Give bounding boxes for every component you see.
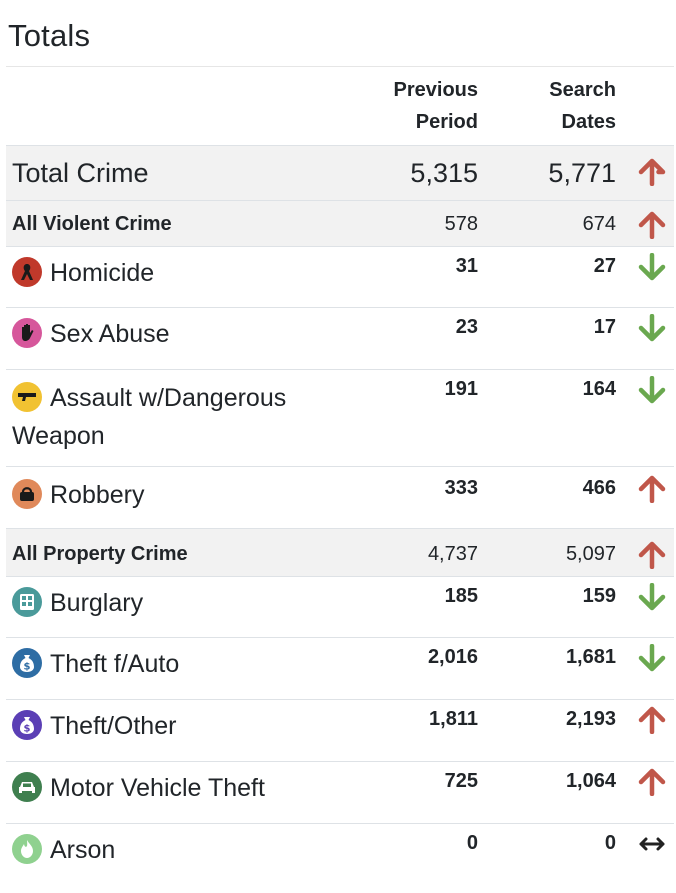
ribbon-icon [12, 257, 42, 288]
row-label: Theft f/Auto [50, 650, 180, 678]
flame-icon [12, 834, 42, 865]
search-dates-value: 17 [593, 316, 616, 338]
row-label-wrap: Arson [12, 834, 116, 866]
search-dates-value: 1,681 [565, 646, 616, 668]
row-label-wrap: Burglary [12, 587, 144, 619]
search-dates-value: 466 [582, 477, 616, 499]
previous-period-value: 333 [444, 477, 478, 499]
column-header-previous-line1: Previous [393, 79, 478, 101]
column-header-search-dates: Search Dates [549, 74, 616, 138]
table-row-all-property-crime: All Property Crime 4,737 5,097 [6, 528, 674, 577]
trend-down-arrow-icon [638, 314, 666, 342]
svg-text:$: $ [24, 662, 31, 673]
trend-same-arrow-icon [639, 837, 665, 851]
search-dates-value: 159 [582, 585, 616, 607]
row-label-wrap: Motor Vehicle Theft [12, 772, 265, 804]
trend-down-arrow-icon [638, 583, 666, 611]
gun-icon [12, 382, 42, 413]
car-icon [12, 772, 42, 803]
hand-stop-icon [12, 318, 42, 349]
trend-up-arrow-icon [638, 211, 666, 239]
trend-down-arrow-icon [638, 644, 666, 672]
search-dates-value: 2,193 [565, 708, 616, 730]
row-label-wrap: Sex Abuse [12, 318, 170, 350]
row-label: Total Crime [12, 158, 149, 188]
trend-up-arrow-icon [638, 706, 666, 734]
previous-period-value: 191 [444, 378, 478, 400]
table-row-assault-dangerous-weapon: Assault w/Dangerous Weapon 191 164 [6, 369, 674, 467]
search-dates-value: 164 [582, 378, 616, 400]
column-header-previous-period: Previous Period [394, 74, 478, 138]
table-row-motor-vehicle-theft: Motor Vehicle Theft 725 1,064 [6, 761, 674, 824]
handbag-icon [12, 479, 42, 510]
building-icon [12, 587, 42, 618]
search-dates-value: 0 [604, 832, 616, 854]
row-label: Arson [50, 836, 116, 864]
table-row-robbery: Robbery 333 466 [6, 466, 674, 529]
row-label: Motor Vehicle Theft [50, 774, 265, 802]
previous-period-value: 725 [444, 770, 478, 792]
row-label-wrap: Robbery [12, 479, 145, 511]
previous-period-value: 185 [444, 585, 478, 607]
previous-period-value: 578 [444, 213, 478, 235]
search-dates-value: 27 [593, 255, 616, 277]
trend-up-arrow-icon [638, 541, 666, 569]
trend-up-arrow-icon [638, 158, 666, 186]
trend-up-arrow-icon [638, 768, 666, 796]
previous-period-value: 23 [455, 316, 478, 338]
table-row-theft-other: $ Theft/Other 1,811 2,193 [6, 699, 674, 762]
column-header-search-line1: Search [549, 79, 616, 101]
row-label: Homicide [50, 259, 155, 287]
table-row-total-crime: Total Crime 5,315 5,771 [6, 145, 674, 200]
table-row-all-violent-crime: All Violent Crime 578 674 [6, 200, 674, 247]
previous-period-value: 1,811 [429, 708, 478, 730]
trend-down-arrow-icon [638, 253, 666, 281]
column-header-previous-line2: Period [415, 111, 478, 133]
previous-period-value: 5,315 [410, 158, 478, 188]
row-label-wrap: Homicide [12, 257, 155, 289]
row-label-wrap: $ Theft f/Auto [12, 648, 180, 680]
search-dates-value: 5,097 [565, 543, 616, 565]
previous-period-value: 0 [466, 832, 478, 854]
row-label: All Violent Crime [12, 213, 172, 235]
previous-period-value: 31 [455, 255, 478, 277]
row-label: Robbery [50, 481, 145, 509]
previous-period-value: 4,737 [427, 543, 478, 565]
title-divider [6, 66, 674, 67]
row-label: Theft/Other [50, 712, 177, 740]
row-label-line1: Assault w/Dangerous [50, 384, 287, 412]
money-bag-icon: $ [12, 648, 42, 679]
page-title: Totals [8, 18, 91, 53]
table-row-theft-from-auto: $ Theft f/Auto 2,016 1,681 [6, 637, 674, 700]
table-row-arson: Arson 0 0 [6, 823, 674, 893]
table-row-sex-abuse: Sex Abuse 23 17 [6, 307, 674, 370]
row-label-wrap: Assault w/Dangerous Weapon [12, 379, 286, 455]
table-row-burglary: Burglary 185 159 [6, 576, 674, 638]
trend-down-arrow-icon [638, 376, 666, 404]
table-row-homicide: Homicide 31 27 [6, 246, 674, 308]
search-dates-value: 5,771 [548, 158, 616, 188]
row-label: Burglary [50, 589, 144, 617]
row-label-wrap: $ Theft/Other [12, 710, 177, 742]
row-label: All Property Crime [12, 543, 188, 565]
row-label: Sex Abuse [50, 320, 170, 348]
column-header-search-line2: Dates [561, 111, 616, 133]
row-label-line2: Weapon [12, 422, 105, 450]
search-dates-value: 1,064 [565, 770, 616, 792]
search-dates-value: 674 [582, 213, 616, 235]
money-bag-icon: $ [12, 710, 42, 741]
trend-up-arrow-icon [638, 475, 666, 503]
previous-period-value: 2,016 [427, 646, 478, 668]
svg-text:$: $ [24, 724, 31, 735]
